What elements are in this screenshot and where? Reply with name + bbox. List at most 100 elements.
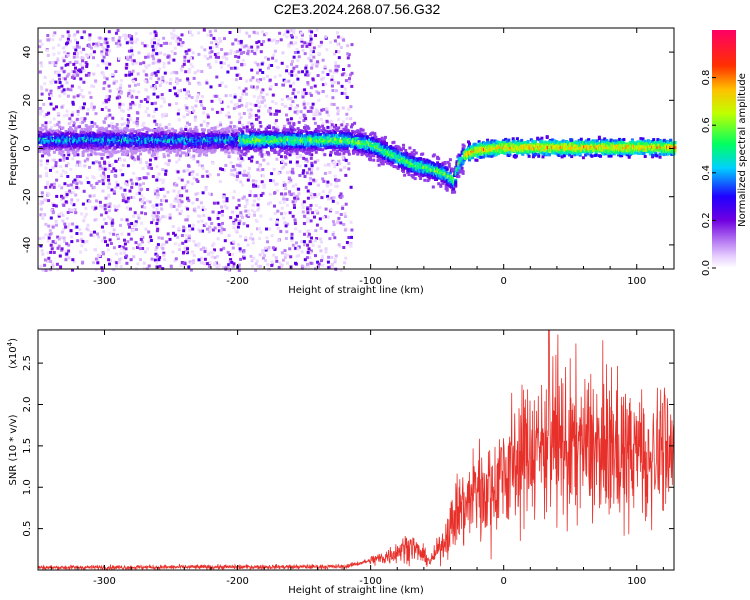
- spectrogram-cell: [339, 196, 343, 199]
- spectrogram-cell: [254, 31, 258, 35]
- spectrogram-cell: [247, 157, 251, 161]
- spectrogram-cell: [94, 79, 98, 83]
- spectrogram-cell: [138, 183, 142, 187]
- spectrogram-cell: [331, 75, 334, 78]
- spectrogram-cell: [49, 168, 52, 172]
- spectrogram-cell: [316, 167, 320, 171]
- spectrogram-cell: [67, 208, 71, 211]
- spectrogram-cell: [292, 66, 296, 70]
- spectrogram-cell: [125, 206, 129, 210]
- spectrogram-cell: [258, 68, 262, 72]
- spectrogram-cell: [239, 211, 243, 215]
- spectrogram-cell: [249, 102, 253, 106]
- spectrogram-cell: [188, 228, 192, 232]
- spectrogram-cell: [168, 216, 172, 220]
- spectrogram-cell: [180, 145, 184, 149]
- spectrogram-cell: [237, 222, 241, 225]
- spectrogram-cell: [150, 257, 154, 261]
- spectrogram-cell: [161, 129, 165, 133]
- spectrogram-cell: [226, 105, 230, 109]
- spectrogram-cell: [65, 113, 69, 117]
- spectrogram-cell: [259, 94, 262, 98]
- spectrogram-cell: [93, 148, 97, 152]
- spectrogram-cell: [179, 204, 183, 207]
- spectrogram-cell: [54, 161, 58, 165]
- spectrogram-cell: [81, 59, 85, 63]
- spectrogram-cell: [53, 123, 57, 127]
- spectrogram-cell: [158, 67, 162, 71]
- spectrogram-cell: [199, 100, 203, 104]
- spectrogram-cell: [101, 225, 104, 229]
- spectrogram-cell: [176, 152, 180, 156]
- spectrogram-cell: [263, 138, 267, 142]
- spectrogram-cell: [182, 250, 185, 254]
- spectrogram-cell: [175, 77, 179, 81]
- spectrogram-cell: [58, 125, 62, 129]
- spectrogram-cell: [156, 218, 160, 222]
- spectrogram-cell: [44, 166, 48, 170]
- spectrogram-cell: [237, 86, 241, 90]
- spectrogram-cell: [124, 66, 128, 70]
- spectrogram-cell: [284, 80, 288, 84]
- spectrogram-cell: [190, 182, 194, 186]
- spectrogram-cell: [258, 152, 262, 156]
- spectrogram-cell: [108, 217, 112, 220]
- spectrogram-cell: [226, 134, 230, 137]
- spectrogram-cell: [147, 97, 151, 101]
- spectrogram-cell: [232, 262, 236, 266]
- spectrogram-cell: [38, 39, 42, 43]
- spectrogram-cell: [150, 41, 154, 45]
- spectrogram-cell: [124, 247, 128, 251]
- spectrogram-cell: [238, 249, 242, 253]
- spectrogram-cell: [119, 247, 123, 251]
- spectrogram-cell: [225, 57, 229, 61]
- spectrogram-cell: [100, 205, 104, 209]
- spectrogram-cell: [104, 37, 108, 41]
- spectrogram-cell: [84, 212, 88, 216]
- spectrogram-cell: [149, 76, 153, 80]
- spectrogram-cell: [238, 48, 242, 52]
- spectrogram-cell: [186, 168, 190, 172]
- spectrogram-cell: [290, 35, 294, 39]
- spectrogram-cell: [115, 127, 119, 131]
- spectrogram-cell: [189, 48, 193, 52]
- spectrogram-cell: [123, 133, 127, 137]
- spectrogram-cell: [216, 201, 220, 205]
- spectrogram-cell: [138, 149, 142, 152]
- spectrogram-cell: [242, 222, 246, 226]
- spectrogram-cell: [315, 90, 319, 94]
- spectrogram-cell: [108, 113, 112, 117]
- spectrogram-cell: [145, 100, 149, 104]
- spectrogram-cell: [161, 115, 165, 119]
- spectrogram-cell: [284, 237, 288, 240]
- spectrogram-cell: [291, 214, 295, 218]
- spectrogram-cell: [330, 80, 334, 84]
- spectrogram-cell: [147, 264, 151, 268]
- spectrogram-cell: [219, 110, 223, 114]
- spectrogram-cell: [130, 95, 134, 99]
- spectrogram-cell: [261, 148, 265, 152]
- spectrogram-cell: [188, 110, 191, 114]
- spectrogram-cell: [56, 112, 60, 116]
- spectrogram-cell: [286, 222, 290, 226]
- spectrogram-cell: [112, 150, 116, 154]
- spectrogram-cell: [71, 129, 74, 133]
- spectrogram-cell: [202, 213, 206, 217]
- spectrogram-cell: [106, 243, 109, 247]
- spectrogram-cell: [96, 64, 100, 68]
- spectrogram-cell: [269, 132, 272, 136]
- spectrogram-cell: [309, 171, 313, 175]
- spectrogram-cell: [326, 194, 330, 198]
- spectrogram-cell: [327, 197, 331, 201]
- spectrogram-cell: [212, 242, 216, 246]
- spectrogram-cell: [243, 63, 247, 67]
- spectrogram-cell: [283, 249, 287, 253]
- spectrogram-cell: [58, 94, 62, 98]
- spectrogram-cell: [161, 181, 165, 185]
- spectrogram-cell: [331, 89, 335, 92]
- spectrogram-cell: [333, 258, 337, 261]
- spectrogram-cell: [206, 57, 210, 61]
- spectrogram-cell: [310, 153, 314, 157]
- spectrogram-cell: [204, 247, 208, 251]
- spectrogram-cell: [73, 135, 77, 139]
